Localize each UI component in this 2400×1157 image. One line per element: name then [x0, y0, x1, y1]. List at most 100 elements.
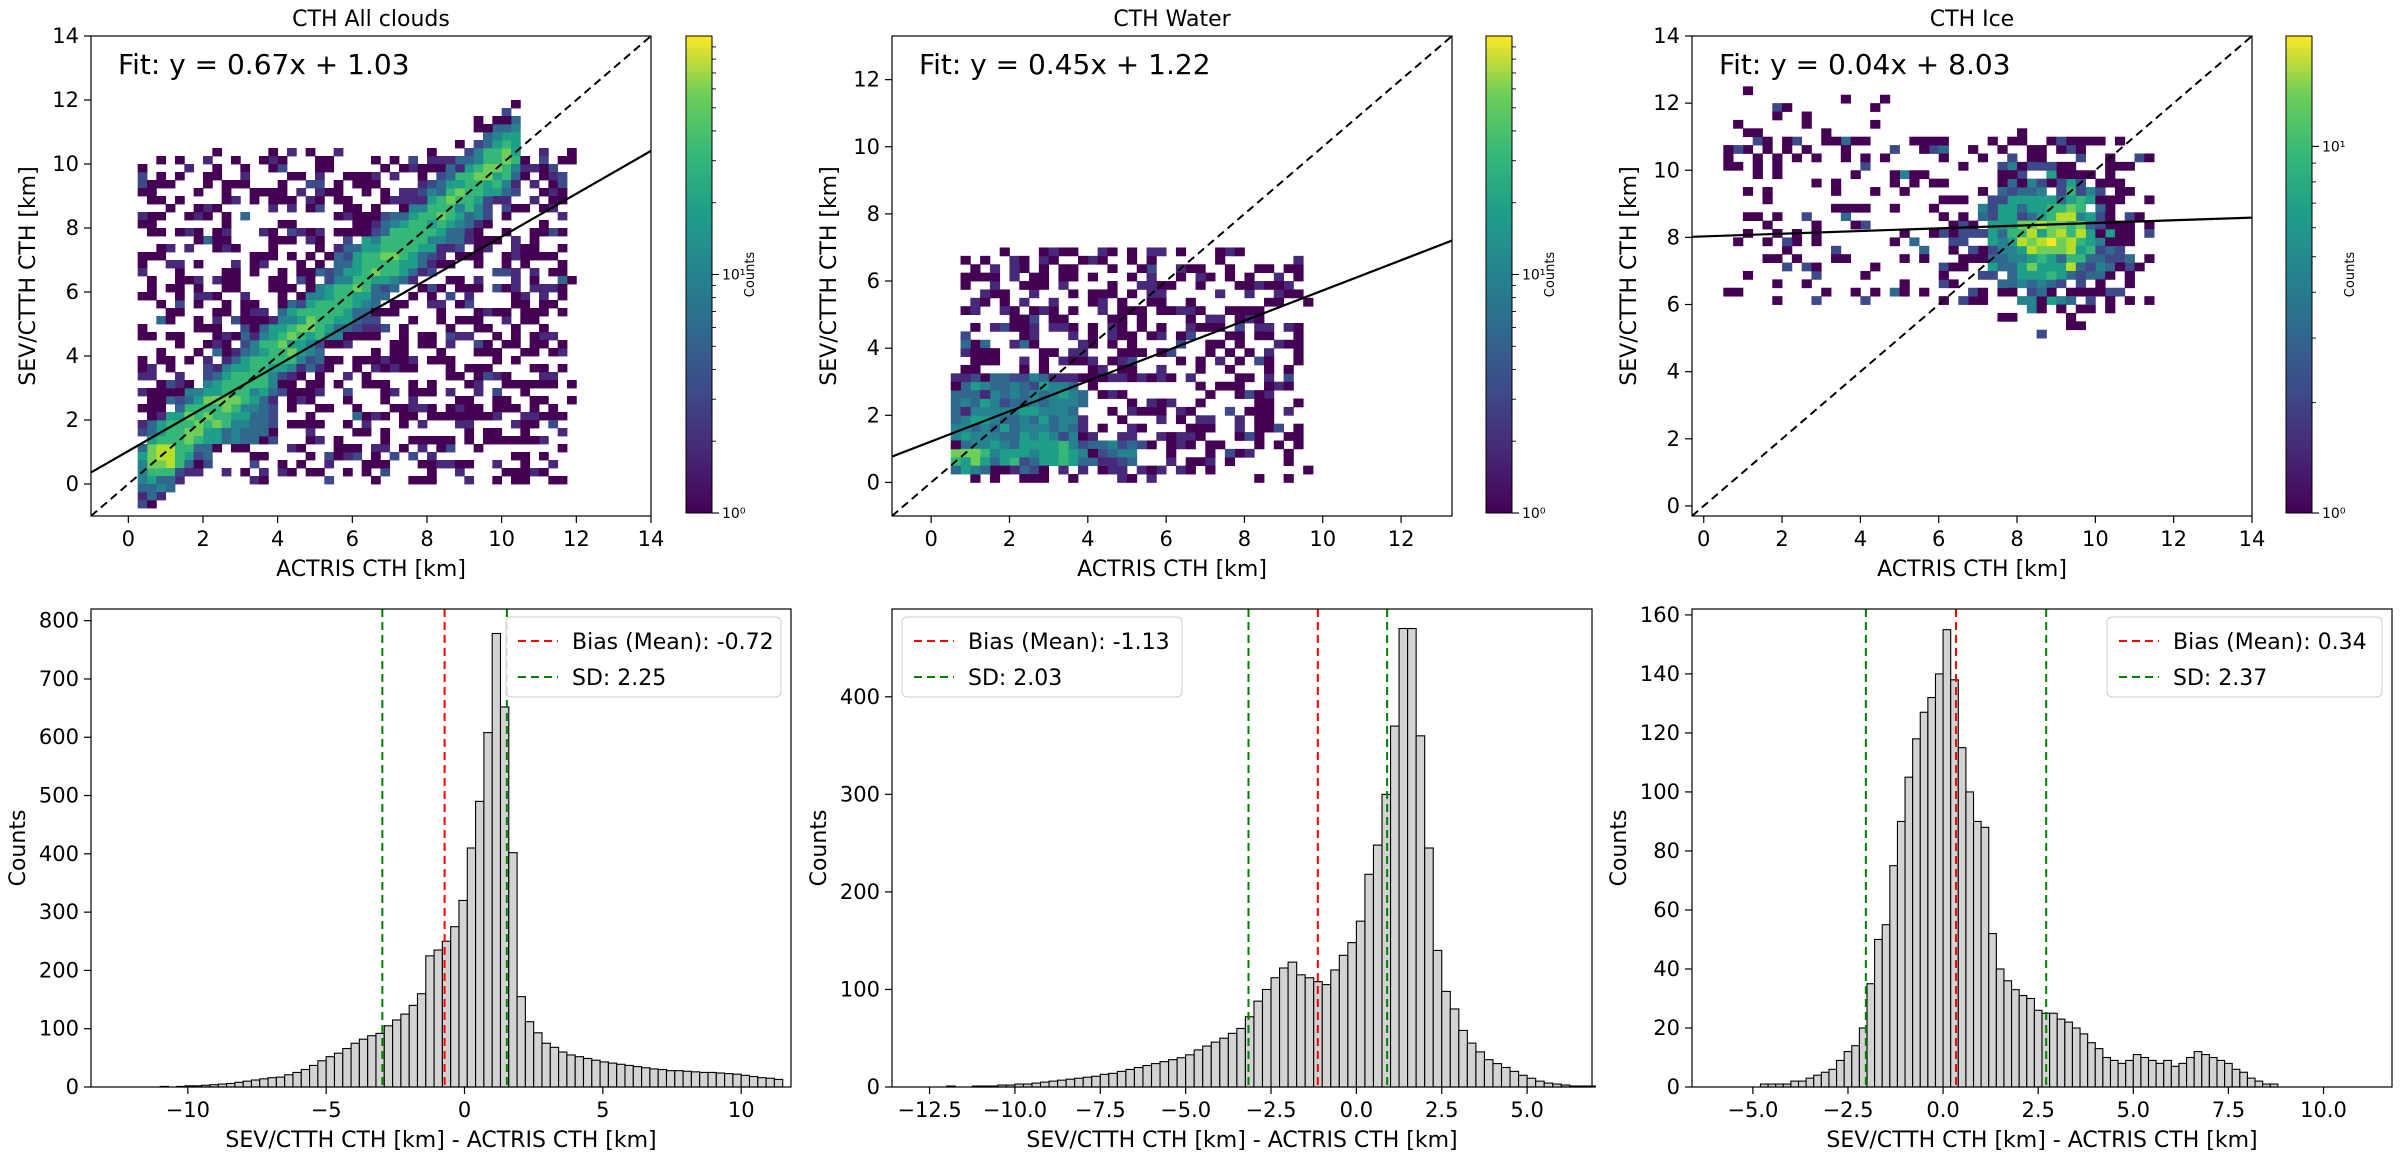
- heatmap-cell: [2095, 270, 2106, 280]
- heatmap-cell: [1195, 272, 1206, 282]
- heatmap-cell: [240, 388, 251, 397]
- heatmap-cell: [352, 428, 363, 437]
- heatmap-cell: [193, 468, 204, 477]
- heatmap-cell: [259, 260, 269, 269]
- heatmap-cell: [427, 292, 437, 301]
- one-to-one-line: [892, 36, 1452, 516]
- heatmap-cell: [427, 228, 437, 237]
- heatmap-cell: [960, 440, 971, 450]
- heatmap-cell: [483, 188, 493, 197]
- one-to-one-line: [1692, 36, 2252, 516]
- heatmap-cell: [1860, 203, 1871, 213]
- heatmap-cell: [1860, 161, 1871, 171]
- heatmap-cell: [445, 364, 456, 373]
- heatmap-cell: [1175, 415, 1187, 425]
- heatmap-cell: [371, 276, 381, 285]
- heatmap-cell: [1977, 212, 1989, 222]
- heatmap-cell: [455, 276, 465, 285]
- heatmap-cell: [1087, 448, 1098, 458]
- histogram-bar: [1133, 1066, 1144, 1088]
- heatmap-cell: [1019, 322, 1030, 332]
- heatmap-cell: [1058, 281, 1069, 290]
- heatmap-cell: [1821, 287, 1832, 297]
- heatmap-cell: [417, 420, 428, 429]
- heatmap-cell: [1078, 373, 1089, 383]
- heatmap-cell: [1048, 322, 1059, 332]
- heatmap-cell: [324, 476, 335, 485]
- heatmap-cell: [501, 148, 512, 157]
- histogram-bar: [740, 1074, 751, 1088]
- heatmap-cell: [980, 356, 991, 366]
- heatmap-cell: [1195, 306, 1206, 316]
- x-tick-label: 4: [271, 527, 284, 551]
- heatmap-cell: [999, 457, 1010, 467]
- heatmap-cell: [1244, 348, 1255, 357]
- heatmap-cell: [287, 300, 297, 309]
- heatmap-cell: [240, 172, 251, 181]
- histogram-bar: [309, 1064, 319, 1088]
- histogram-bar: [665, 1070, 676, 1088]
- heatmap-cell: [989, 264, 1001, 274]
- heatmap-cell: [501, 284, 512, 293]
- heatmap-cell: [473, 284, 484, 293]
- heatmap-cell: [473, 340, 484, 349]
- heatmap-cell: [1029, 289, 1040, 299]
- heatmap-cell: [333, 332, 344, 341]
- heatmap-cell: [1244, 289, 1255, 299]
- heatmap-cell: [960, 255, 971, 265]
- heatmap-cell: [249, 396, 260, 405]
- heatmap-cell: [1185, 373, 1196, 383]
- heatmap-cell: [1928, 229, 1940, 238]
- heatmap-cell: [999, 297, 1010, 307]
- heatmap-cell: [1048, 440, 1059, 450]
- heatmap-cell: [2124, 262, 2135, 272]
- histogram-bar: [1889, 865, 1898, 1088]
- heatmap-cell: [147, 436, 157, 445]
- heatmap-cell: [277, 188, 288, 197]
- heatmap-cell: [287, 380, 297, 389]
- heatmap-cell: [539, 324, 549, 333]
- heatmap-cell: [305, 148, 316, 157]
- heatmap-cell: [389, 172, 400, 181]
- heatmap-cell: [1078, 398, 1089, 408]
- heatmap-cell: [1117, 390, 1128, 399]
- heatmap-cell: [1958, 212, 1969, 222]
- heatmap-cell: [221, 188, 232, 197]
- heatmap-cell: [240, 340, 251, 349]
- heatmap-cell: [305, 436, 316, 445]
- heatmap-cell: [567, 380, 577, 389]
- heatmap-cell: [2036, 254, 2047, 263]
- heatmap-cell: [315, 348, 325, 357]
- heatmap-cell: [511, 164, 521, 173]
- heatmap-cell: [2056, 279, 2067, 289]
- heatmap-cell: [1068, 289, 1079, 299]
- heatmap-cell: [1117, 356, 1128, 366]
- heatmap-cell: [417, 444, 428, 453]
- heatmap-cell: [445, 236, 456, 245]
- heatmap-cell: [464, 460, 475, 469]
- heatmap-cell: [970, 348, 981, 357]
- heatmap-cell: [2095, 237, 2106, 247]
- heatmap-cell: [2065, 262, 2077, 272]
- heatmap-cell: [184, 436, 195, 445]
- heatmap-cell: [305, 308, 316, 317]
- heatmap-cell: [399, 276, 409, 285]
- heatmap-cell: [539, 396, 549, 405]
- heatmap-cell: [203, 396, 213, 405]
- heatmap-cell: [147, 180, 157, 189]
- heatmap-cell: [492, 428, 503, 437]
- heatmap-cell: [343, 308, 353, 317]
- heatmap-cell: [1009, 381, 1020, 391]
- heatmap-cell: [1087, 356, 1098, 366]
- heatmap-cell: [980, 448, 991, 458]
- heatmap-cell: [1048, 406, 1059, 416]
- heatmap-cell: [203, 180, 213, 189]
- heatmap-cell: [2036, 145, 2047, 154]
- heatmap-cell: [2046, 178, 2057, 188]
- heatmap-cell: [305, 332, 316, 341]
- heatmap-cell: [380, 228, 391, 237]
- heatmap-cell: [557, 188, 568, 197]
- heatmap-cell: [427, 244, 437, 253]
- heatmap-cell: [399, 220, 409, 229]
- histogram-bar: [757, 1077, 767, 1088]
